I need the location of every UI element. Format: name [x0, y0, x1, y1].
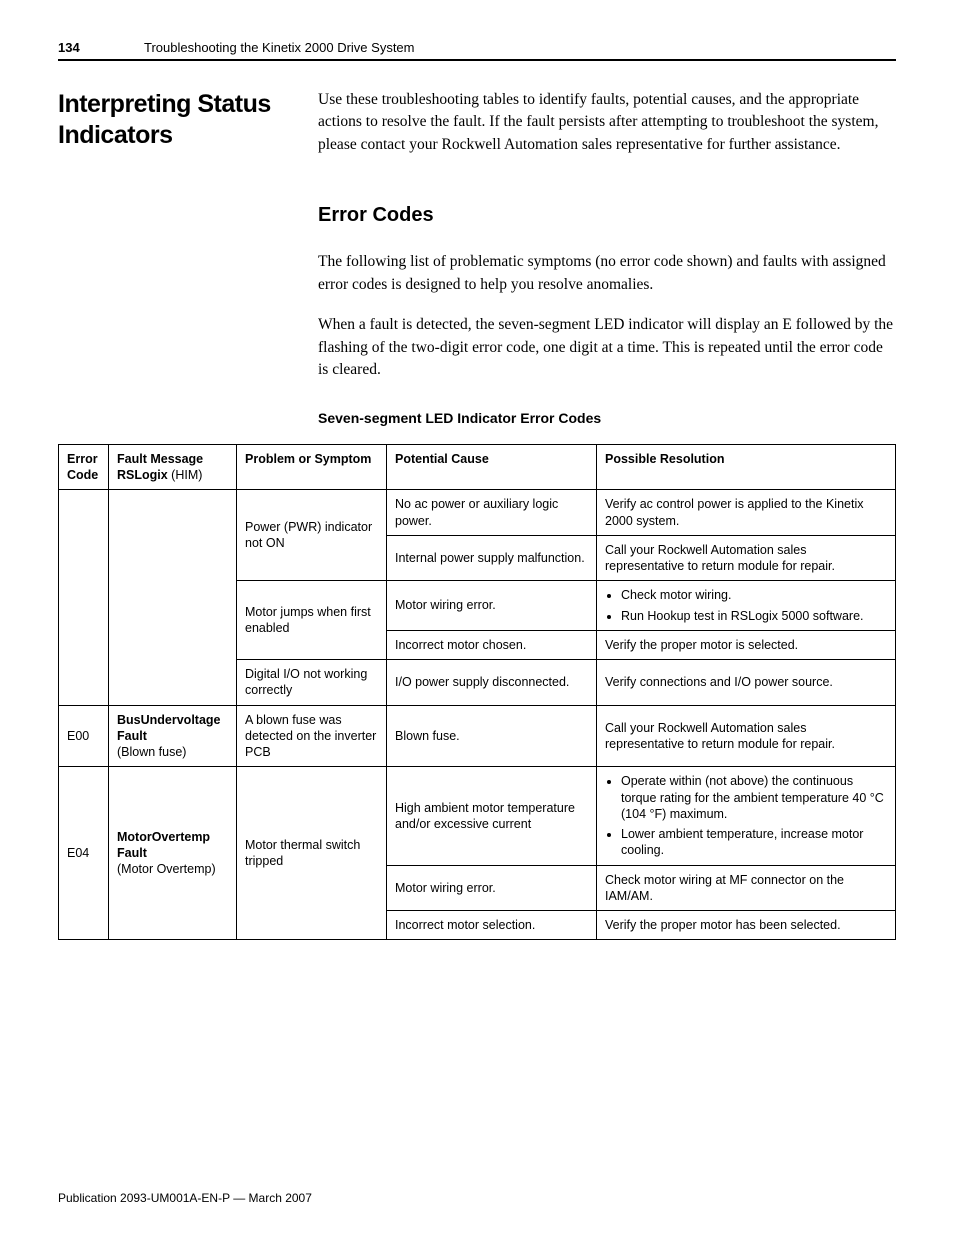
- table-title: Seven-segment LED Indicator Error Codes: [318, 410, 896, 426]
- cell-problem: Power (PWR) indicator not ON: [237, 490, 387, 581]
- fault-bold: BusUndervoltage Fault: [117, 713, 221, 743]
- error-codes-para2: When a fault is detected, the seven-segm…: [318, 314, 896, 381]
- cell-resolution: Operate within (not above) the continuou…: [597, 767, 896, 865]
- fault-msg-rslogix: RSLogix: [117, 468, 168, 482]
- cell-problem: Motor jumps when first enabled: [237, 581, 387, 660]
- col-fault-message: Fault Message RSLogix (HIM): [109, 444, 237, 490]
- cell-cause: Incorrect motor selection.: [387, 911, 597, 940]
- cell-fault-msg: [109, 490, 237, 705]
- cell-error-code: E00: [59, 705, 109, 767]
- resolution-list: Operate within (not above) the continuou…: [605, 773, 887, 858]
- publication-info: Publication 2093-UM001A-EN-P — March 200…: [58, 1191, 312, 1205]
- footer: Publication 2093-UM001A-EN-P — March 200…: [58, 1191, 312, 1205]
- cell-cause: Blown fuse.: [387, 705, 597, 767]
- resolution-item: Operate within (not above) the continuou…: [621, 773, 887, 822]
- fault-norm: (Blown fuse): [117, 745, 186, 759]
- cell-resolution: Check motor wiring. Run Hookup test in R…: [597, 581, 896, 631]
- resolution-item: Lower ambient temperature, increase moto…: [621, 826, 887, 859]
- cell-error-code: [59, 490, 109, 705]
- table-row: E04 MotorOvertemp Fault (Motor Overtemp)…: [59, 767, 896, 865]
- cell-cause: I/O power supply disconnected.: [387, 660, 597, 706]
- table-row: E00 BusUndervoltage Fault (Blown fuse) A…: [59, 705, 896, 767]
- fault-msg-label: Fault Message: [117, 452, 203, 466]
- cell-error-code: E04: [59, 767, 109, 940]
- col-cause: Potential Cause: [387, 444, 597, 490]
- section-heading: Interpreting Status Indicators: [58, 89, 318, 152]
- table-row: Power (PWR) indicator not ON No ac power…: [59, 490, 896, 536]
- resolution-item: Check motor wiring.: [621, 587, 887, 603]
- col-problem: Problem or Symptom: [237, 444, 387, 490]
- error-codes-table: Error Code Fault Message RSLogix (HIM) P…: [58, 444, 896, 941]
- chapter-title: Troubleshooting the Kinetix 2000 Drive S…: [144, 40, 415, 55]
- cell-resolution: Call your Rockwell Automation sales repr…: [597, 705, 896, 767]
- cell-cause: Internal power supply malfunction.: [387, 535, 597, 581]
- table-header-row: Error Code Fault Message RSLogix (HIM) P…: [59, 444, 896, 490]
- error-codes-para1: The following list of problematic sympto…: [318, 251, 896, 296]
- cell-problem: Motor thermal switch tripped: [237, 767, 387, 940]
- left-column: Interpreting Status Indicators: [58, 89, 318, 444]
- fault-norm: (Motor Overtemp): [117, 862, 216, 876]
- resolution-list: Check motor wiring. Run Hookup test in R…: [605, 587, 887, 624]
- col-resolution: Possible Resolution: [597, 444, 896, 490]
- cell-cause: High ambient motor temperature and/or ex…: [387, 767, 597, 865]
- cell-cause: Incorrect motor chosen.: [387, 630, 597, 659]
- cell-resolution: Call your Rockwell Automation sales repr…: [597, 535, 896, 581]
- intro-paragraph: Use these troubleshooting tables to iden…: [318, 89, 896, 156]
- cell-problem: Digital I/O not working correctly: [237, 660, 387, 706]
- cell-cause: Motor wiring error.: [387, 581, 597, 631]
- cell-resolution: Verify connections and I/O power source.: [597, 660, 896, 706]
- cell-fault-msg: MotorOvertemp Fault (Motor Overtemp): [109, 767, 237, 940]
- fault-msg-him: (HIM): [168, 468, 203, 482]
- cell-resolution: Verify ac control power is applied to th…: [597, 490, 896, 536]
- fault-bold: MotorOvertemp Fault: [117, 830, 210, 860]
- content-columns: Interpreting Status Indicators Use these…: [58, 89, 896, 444]
- page-number: 134: [58, 40, 144, 55]
- cell-resolution: Check motor wiring at MF connector on th…: [597, 865, 896, 911]
- right-column: Use these troubleshooting tables to iden…: [318, 89, 896, 444]
- cell-resolution: Verify the proper motor is selected.: [597, 630, 896, 659]
- cell-cause: No ac power or auxiliary logic power.: [387, 490, 597, 536]
- cell-problem: A blown fuse was detected on the inverte…: [237, 705, 387, 767]
- col-error-code: Error Code: [59, 444, 109, 490]
- error-codes-heading: Error Codes: [318, 204, 896, 227]
- cell-resolution: Verify the proper motor has been selecte…: [597, 911, 896, 940]
- cell-fault-msg: BusUndervoltage Fault (Blown fuse): [109, 705, 237, 767]
- resolution-item: Run Hookup test in RSLogix 5000 software…: [621, 608, 887, 624]
- page-header: 134 Troubleshooting the Kinetix 2000 Dri…: [58, 40, 896, 61]
- cell-cause: Motor wiring error.: [387, 865, 597, 911]
